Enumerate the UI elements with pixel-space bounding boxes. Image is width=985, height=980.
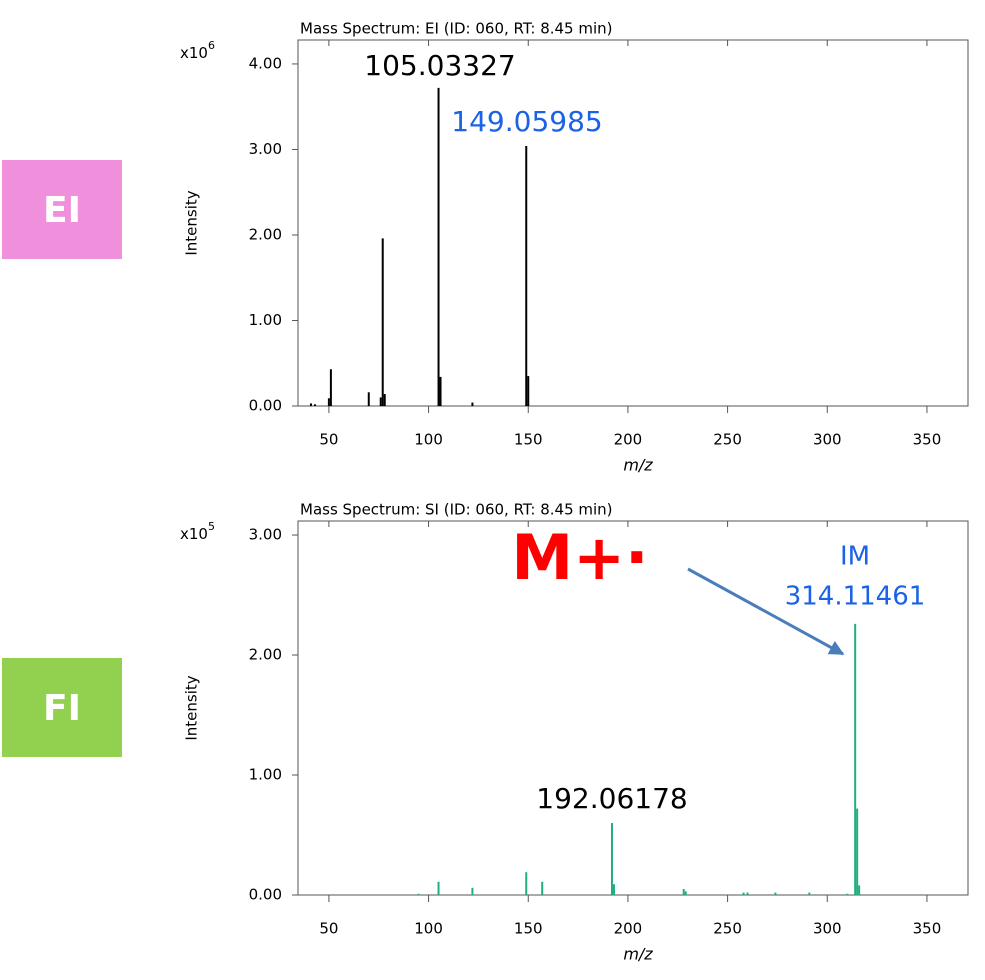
y-axis-label: Intensity — [183, 675, 201, 740]
x-tick-label: 50 — [319, 431, 338, 449]
annotation: 105.03327 — [364, 49, 515, 82]
x-axis-label: m/z — [623, 456, 653, 475]
plot-frame — [297, 39, 969, 407]
y-tick-label: 3.00 — [249, 140, 282, 158]
x-tick-label: 200 — [614, 431, 643, 449]
multiplier-base: x10 — [180, 44, 208, 62]
x-tick-label: 250 — [713, 431, 742, 449]
y-tick-label: 1.00 — [249, 766, 282, 784]
x-tick-label: 300 — [813, 920, 842, 938]
x-tick-label: 350 — [913, 920, 942, 938]
x-axis-label: m/z — [623, 945, 653, 964]
y-axis-label: Intensity — [183, 190, 201, 255]
chart-title: Mass Spectrum: EI (ID: 060, RT: 8.45 min… — [300, 20, 613, 38]
x-tick-label: 300 — [813, 431, 842, 449]
x-tick-label: 50 — [319, 920, 338, 938]
plot-frame — [297, 520, 969, 896]
x-tick-label: 250 — [713, 920, 742, 938]
y-tick-label: 2.00 — [249, 646, 282, 664]
badge-box — [2, 160, 122, 259]
multiplier: x106 — [180, 39, 215, 62]
y-tick-label: 1.00 — [249, 311, 282, 329]
y-tick-label: 3.00 — [249, 526, 282, 544]
badge-label: FI — [43, 688, 81, 729]
annotation: IM — [840, 542, 870, 572]
annotation: M+· — [511, 521, 648, 594]
multiplier-exponent: 6 — [208, 39, 215, 52]
y-tick-label: 4.00 — [249, 54, 282, 72]
arrow — [687, 567, 845, 656]
x-tick-label: 150 — [514, 920, 543, 938]
y-tick-label: 0.00 — [249, 397, 282, 415]
x-tick-label: 100 — [414, 431, 443, 449]
multiplier: x105 — [180, 520, 215, 543]
annotation: 314.11461 — [785, 582, 926, 612]
y-tick-label: 0.00 — [249, 886, 282, 904]
chart-title: Mass Spectrum: SI (ID: 060, RT: 8.45 min… — [300, 501, 613, 519]
x-tick-label: 200 — [614, 920, 643, 938]
x-tick-label: 100 — [414, 920, 443, 938]
badge-box — [2, 658, 122, 757]
annotation: 149.05985 — [451, 105, 602, 138]
multiplier-base: x10 — [180, 525, 208, 543]
x-tick-label: 350 — [913, 431, 942, 449]
multiplier-exponent: 5 — [208, 520, 215, 533]
badge-label: EI — [43, 190, 81, 231]
annotation: 192.06178 — [536, 782, 687, 815]
x-tick-label: 150 — [514, 431, 543, 449]
y-tick-label: 2.00 — [249, 225, 282, 243]
